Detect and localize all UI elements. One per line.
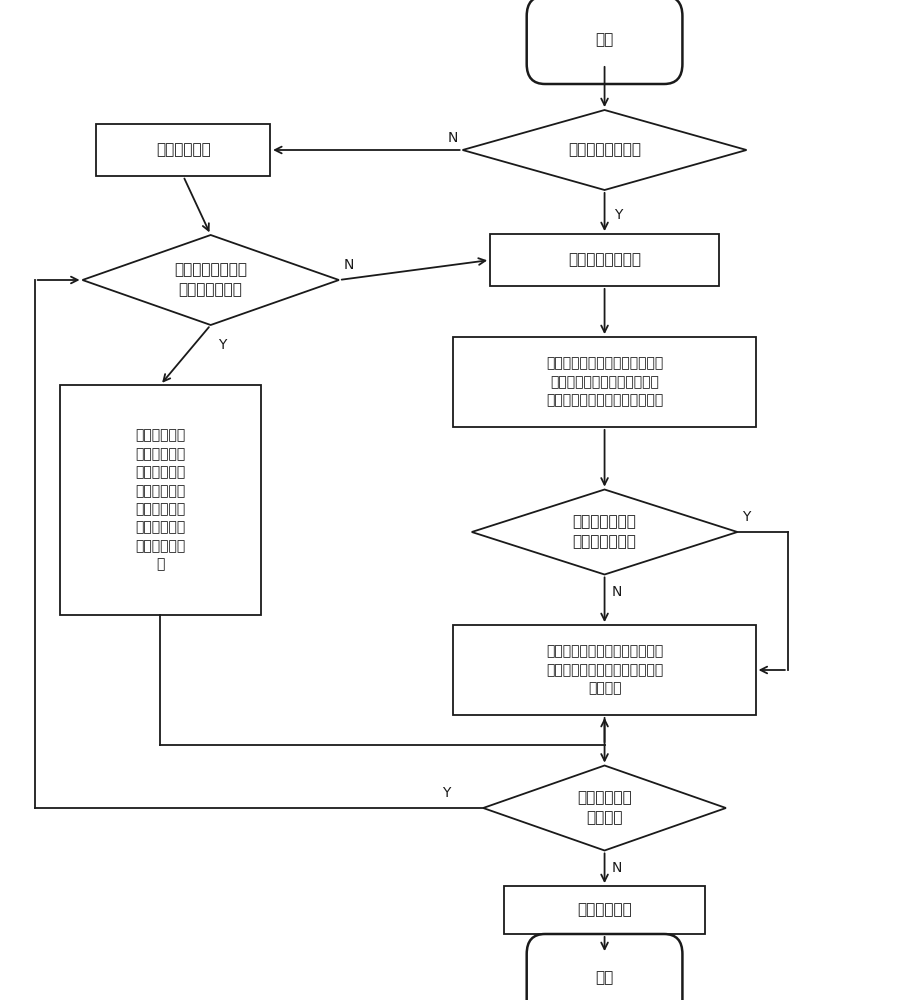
Text: 录入指纹识别: 录入指纹识别 <box>156 142 211 157</box>
Text: 删除用户指纹: 删除用户指纹 <box>577 902 632 918</box>
Text: 开始: 开始 <box>595 32 614 47</box>
Text: Y: Y <box>742 510 750 524</box>
Text: N: N <box>612 585 622 599</box>
Text: 用户下次是否
继续使用: 用户下次是否 继续使用 <box>577 791 632 825</box>
Text: 结束: 结束 <box>595 970 614 986</box>
Text: 用户通过显示面板对水温调节，
直到满意为止，主控核心记录下
每组数据: 用户通过显示面板对水温调节， 直到满意为止，主控核心记录下 每组数据 <box>546 645 663 695</box>
Polygon shape <box>82 235 339 325</box>
FancyBboxPatch shape <box>527 0 682 84</box>
Bar <box>490 234 719 286</box>
Text: Y: Y <box>442 786 451 800</box>
FancyBboxPatch shape <box>527 934 682 1000</box>
Polygon shape <box>472 489 737 574</box>
Bar <box>504 886 705 934</box>
Text: Y: Y <box>614 208 622 222</box>
Polygon shape <box>484 766 725 850</box>
Bar <box>453 337 756 427</box>
Text: N: N <box>344 258 354 272</box>
Polygon shape <box>463 110 747 190</box>
Text: 说明用户使用
过此热水器，
主控调出该用
户之前在当前
室温下设定热
水器温度的记
录，供用户选
择: 说明用户使用 过此热水器， 主控调出该用 户之前在当前 室温下设定热 水器温度的… <box>136 429 185 571</box>
Text: 识别该指纹用户是
否曾录入数据库: 识别该指纹用户是 否曾录入数据库 <box>174 263 247 297</box>
Bar <box>453 625 756 715</box>
Text: 录入当前用户指纹: 录入当前用户指纹 <box>568 252 641 267</box>
Text: 用户是否初次使用: 用户是否初次使用 <box>568 142 641 157</box>
Bar <box>96 124 270 176</box>
Text: 自动调节的温度
对用户是否合适: 自动调节的温度 对用户是否合适 <box>572 515 637 549</box>
Text: N: N <box>612 861 622 876</box>
Bar <box>60 385 261 615</box>
Text: 主控核心将此室温与初始室温比
较，对初始水温进行适当的调
节，已达到用户体感舒适的水温: 主控核心将此室温与初始室温比 较，对初始水温进行适当的调 节，已达到用户体感舒适… <box>546 357 663 407</box>
Text: N: N <box>448 131 458 145</box>
Text: Y: Y <box>218 338 226 352</box>
